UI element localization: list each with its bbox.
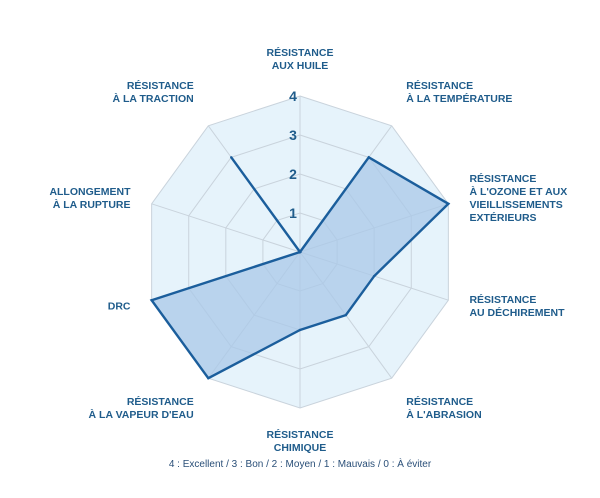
radar-data-point xyxy=(298,328,302,332)
axis-label: À L'OZONE ET AUX xyxy=(469,185,567,198)
axis-label: RÉSISTANCE xyxy=(469,172,536,185)
radar-data-point xyxy=(298,250,302,254)
radar-data-point xyxy=(207,377,210,380)
axis-label: À LA VAPEUR D'EAU xyxy=(89,408,194,421)
axis-label: RÉSISTANCE xyxy=(406,395,473,408)
radar-spoke xyxy=(151,203,301,253)
radial-tick-label: 4 xyxy=(289,88,297,104)
axis-label: À LA TEMPÉRATURE xyxy=(406,92,512,105)
axis-label: RÉSISTANCE xyxy=(267,428,334,441)
axis-label: À L'ABRASION xyxy=(406,408,481,421)
axis-label: RÉSISTANCE xyxy=(469,293,536,306)
axis-label: CHIMIQUE xyxy=(274,442,327,454)
axis-label: VIEILLISSEMENTS xyxy=(469,199,562,211)
radial-tick-label: 3 xyxy=(289,127,297,143)
radar-data-point xyxy=(447,202,450,205)
axis-label: À LA RUPTURE xyxy=(53,198,131,211)
radar-data-point xyxy=(344,313,348,317)
axis-label: RÉSISTANCE xyxy=(267,46,334,59)
radar-data-point xyxy=(230,156,233,159)
axis-label: RÉSISTANCE xyxy=(406,79,473,92)
radial-tick-label: 2 xyxy=(289,166,297,182)
axis-label: RÉSISTANCE xyxy=(127,79,194,92)
axis-label: ALLONGEMENT xyxy=(49,186,131,198)
axis-label: AUX HUILE xyxy=(272,60,329,72)
axis-label: À LA TRACTION xyxy=(112,92,193,105)
axis-label: DRC xyxy=(108,300,131,312)
radar-data-point xyxy=(367,156,370,159)
axis-label: RÉSISTANCE xyxy=(127,395,194,408)
radar-data-point xyxy=(150,299,153,302)
radar-data-point xyxy=(372,274,376,278)
axis-label: EXTÉRIEURS xyxy=(469,211,536,224)
axis-label: AU DÉCHIREMENT xyxy=(469,306,565,319)
rating-legend: 4 : Excellent / 3 : Bon / 2 : Moyen / 1 … xyxy=(169,457,432,470)
radial-tick-label: 1 xyxy=(289,205,297,221)
